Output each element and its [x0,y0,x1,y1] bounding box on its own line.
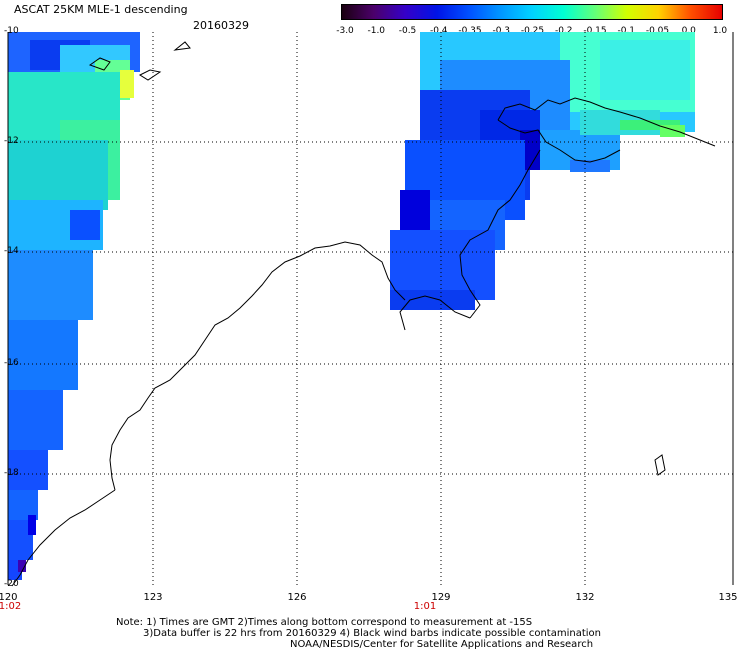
time-label-left: 1:02 [0,601,22,612]
color-scale-bar [341,4,723,20]
longitude-label: 129 [431,592,451,603]
longitude-label: 120 [0,592,18,603]
longitude-label: 132 [575,592,595,603]
color-scale-tick-label: -0.25 [520,26,545,36]
latitude-label: -10 [4,26,19,36]
color-scale-tick-label: 0.0 [681,26,696,36]
color-scale-tick-label: -0.4 [429,26,448,36]
coastline [11,41,716,587]
color-scale-tick-label: -1.0 [367,26,386,36]
latitude-label: -14 [4,246,19,256]
color-scale-tick-label: -0.2 [554,26,573,36]
latitude-label: -12 [4,136,19,146]
color-scale-tick-label: -0.5 [398,26,417,36]
footnote-line-3: NOAA/NESDIS/Center for Satellite Applica… [290,639,594,650]
color-scale-tick-label: -0.15 [583,26,607,36]
latitude-label: -16 [4,358,19,368]
product-title: ASCAT 25KM MLE-1 descending [14,3,188,16]
color-scale-tick-label: -3.0 [336,26,354,36]
lat-lon-gridlines [7,32,734,585]
longitude-label: 126 [287,592,307,603]
longitude-label: 135 [718,592,738,603]
footnote-line-2: 3)Data buffer is 22 hrs from 20160329 4)… [143,628,601,639]
product-date: 20160329 [193,19,249,32]
footnote-line-1: Note: 1) Times are GMT 2)Times along bot… [116,617,533,628]
color-scale-tick-label: -0.05 [645,26,670,36]
latitude-label: -18 [4,468,19,478]
color-scale-tick-label: 1.0 [712,26,728,36]
latitude-label: -20 [4,579,19,589]
color-scale-tick-label: -0.35 [458,26,482,36]
color-scale-tick-label: -0.3 [492,26,511,36]
color-scale-tick-label: -0.1 [617,26,636,36]
wind-data-swaths [8,32,695,580]
longitude-label: 123 [143,592,163,603]
time-label-center: 1:01 [413,601,437,612]
